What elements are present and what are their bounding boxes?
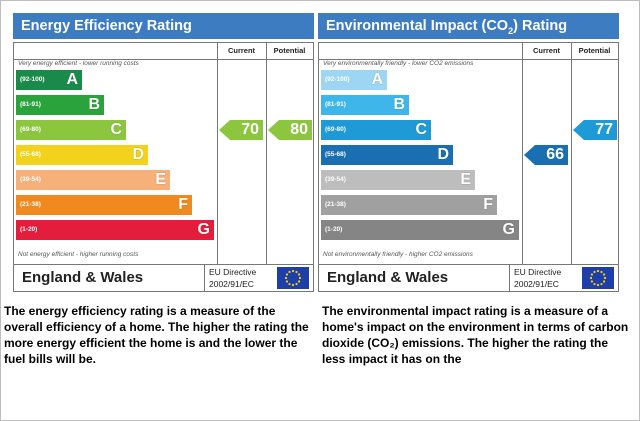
band-range: (39-54) — [325, 176, 346, 183]
band-letter: F — [178, 196, 188, 213]
energy-efficiency-panel: Energy Efficiency Rating Current Potenti… — [13, 13, 314, 292]
column-current: Current — [227, 46, 256, 55]
band-letter: E — [155, 171, 166, 188]
band-range: (1-20) — [325, 226, 343, 233]
band-c: (69-80) C — [321, 120, 431, 140]
band-letter: C — [415, 121, 427, 138]
band-range: (1-20) — [20, 226, 38, 233]
eu-flag-icon — [582, 267, 614, 289]
panel-title: Energy Efficiency Rating — [13, 13, 314, 39]
potential-rating-indicator: 80 — [268, 120, 312, 140]
energy-description: The energy efficiency rating is a measur… — [4, 304, 309, 366]
bottom-note: Not environmentally friendly - higher CO… — [323, 251, 473, 258]
band-range: (21-38) — [20, 201, 41, 208]
band-letter: E — [460, 171, 471, 188]
band-g: (1-20) G — [321, 220, 519, 240]
band-d: (55-68) D — [321, 145, 453, 165]
band-range: (55-68) — [20, 151, 41, 158]
band-letter: A — [371, 71, 383, 88]
band-f: (21-38) F — [321, 195, 497, 215]
footer: England & Wales EU Directive 2002/91/EC — [13, 265, 314, 292]
rating-table: Current Potential Very environmentally f… — [318, 42, 619, 265]
eu-directive: EU Directive 2002/91/EC — [509, 265, 561, 292]
top-note: Very energy efficient - lower running co… — [18, 60, 139, 67]
band-range: (39-54) — [20, 176, 41, 183]
potential-rating-value: 77 — [595, 121, 613, 138]
band-b: (81-91) B — [321, 95, 409, 115]
band-letter: F — [483, 196, 493, 213]
panel-title: Environmental Impact (CO2) Rating — [318, 13, 619, 39]
column-current: Current — [532, 46, 561, 55]
band-b: (81-91) B — [16, 95, 104, 115]
current-rating-indicator: 70 — [219, 120, 263, 140]
column-potential: Potential — [273, 46, 306, 55]
top-note: Very environmentally friendly - lower CO… — [323, 60, 474, 67]
band-e: (39-54) E — [16, 170, 170, 190]
column-potential: Potential — [578, 46, 611, 55]
band-range: (81-91) — [20, 101, 41, 108]
region-label: England & Wales — [327, 269, 449, 286]
potential-rating-indicator: 77 — [573, 120, 617, 140]
footer: England & Wales EU Directive 2002/91/EC — [318, 265, 619, 292]
environmental-impact-panel: Environmental Impact (CO2) Rating Curren… — [318, 13, 619, 292]
current-rating-value: 66 — [546, 146, 564, 163]
band-a: (92-100) A — [16, 70, 82, 90]
band-f: (21-38) F — [16, 195, 192, 215]
band-range: (21-38) — [325, 201, 346, 208]
eu-flag-icon — [277, 267, 309, 289]
potential-rating-value: 80 — [290, 121, 308, 138]
band-letter: A — [66, 71, 78, 88]
region-label: England & Wales — [22, 269, 144, 286]
bottom-note: Not energy efficient - higher running co… — [18, 251, 139, 258]
band-range: (92-100) — [20, 76, 45, 83]
band-letter: B — [88, 96, 100, 113]
band-d: (55-68) D — [16, 145, 148, 165]
eu-directive: EU Directive 2002/91/EC — [204, 265, 256, 292]
band-range: (81-91) — [325, 101, 346, 108]
current-rating-indicator: 66 — [524, 145, 568, 165]
band-e: (39-54) E — [321, 170, 475, 190]
band-a: (92-100) A — [321, 70, 387, 90]
band-letter: D — [132, 146, 144, 163]
band-g: (1-20) G — [16, 220, 214, 240]
band-range: (69-80) — [20, 126, 41, 133]
current-rating-value: 70 — [241, 121, 259, 138]
band-letter: G — [197, 221, 210, 238]
band-c: (69-80) C — [16, 120, 126, 140]
band-letter: D — [437, 146, 449, 163]
band-letter: C — [110, 121, 122, 138]
environmental-description: The environmental impact rating is a mea… — [322, 304, 629, 366]
rating-table: Current Potential Very energy efficient … — [13, 42, 314, 265]
band-range: (92-100) — [325, 76, 350, 83]
band-letter: G — [502, 221, 515, 238]
band-range: (69-80) — [325, 126, 346, 133]
band-range: (55-68) — [325, 151, 346, 158]
band-letter: B — [393, 96, 405, 113]
